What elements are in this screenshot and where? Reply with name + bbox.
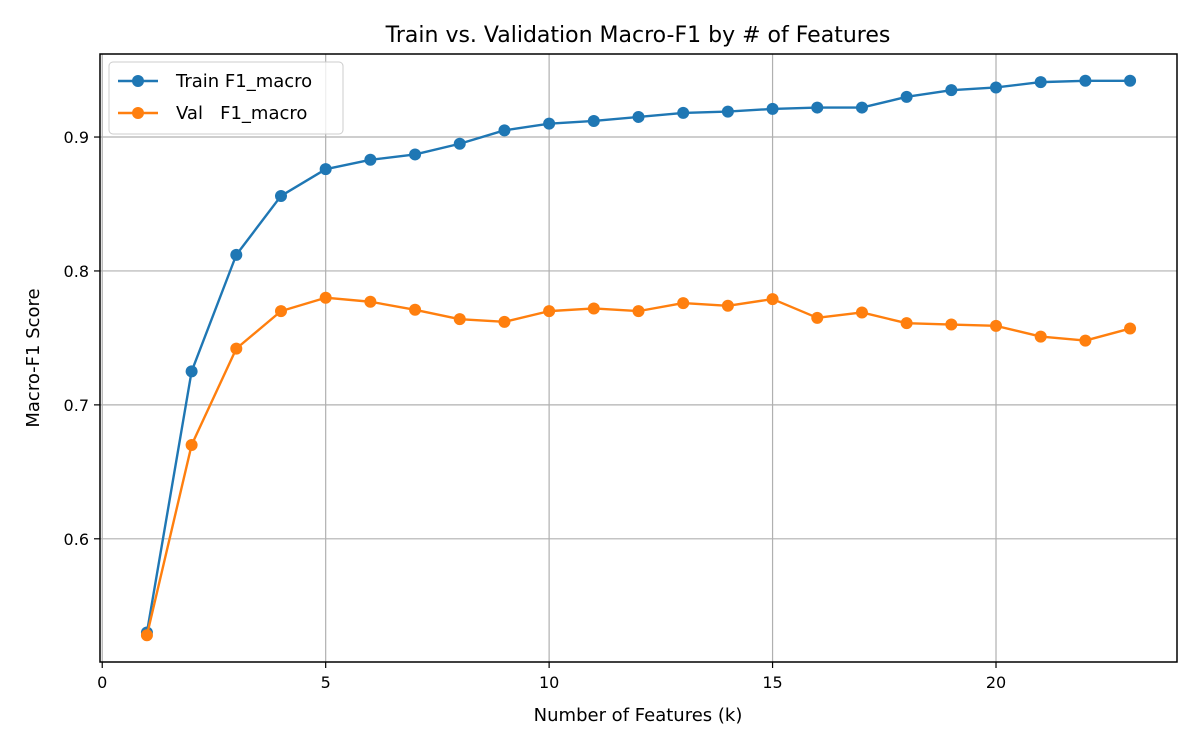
- data-point: [543, 117, 556, 130]
- data-point: [230, 342, 243, 355]
- series-layer: [140, 74, 1137, 642]
- series-2: [140, 291, 1137, 642]
- data-point: [230, 248, 243, 261]
- legend: Train F1_macro Val F1_macro: [108, 61, 344, 135]
- x-axis-label: Number of Features (k): [534, 705, 743, 726]
- series-1: [140, 74, 1137, 639]
- legend-item: Train F1_macro: [118, 71, 312, 92]
- x-tick-label: 15: [762, 673, 782, 692]
- data-point: [364, 295, 377, 308]
- data-point: [453, 313, 466, 326]
- legend-box: [108, 61, 344, 135]
- data-point: [587, 114, 600, 127]
- data-point: [1079, 334, 1092, 347]
- data-point: [274, 189, 287, 202]
- data-point: [1034, 76, 1047, 89]
- data-point: [1124, 322, 1137, 335]
- data-point: [855, 306, 868, 319]
- data-point: [811, 311, 824, 324]
- data-point: [721, 105, 734, 118]
- x-tick-label: 20: [986, 673, 1006, 692]
- data-point: [185, 365, 198, 378]
- data-point: [766, 293, 779, 306]
- data-point: [319, 291, 332, 304]
- data-point: [498, 315, 511, 328]
- data-point: [990, 319, 1003, 332]
- data-point: [1079, 74, 1092, 87]
- data-point: [587, 302, 600, 315]
- plot-area-frame: [99, 53, 1178, 663]
- data-point: [855, 101, 868, 114]
- data-point: [185, 439, 198, 452]
- data-point: [632, 110, 645, 123]
- data-point: [990, 81, 1003, 94]
- data-point: [766, 102, 779, 115]
- data-point: [498, 124, 511, 137]
- chart-title: Train vs. Validation Macro-F1 by # of Fe…: [385, 23, 891, 48]
- y-tick-label: 0.9: [64, 128, 89, 147]
- data-point: [677, 297, 690, 310]
- y-tick-label: 0.8: [64, 262, 89, 281]
- data-point: [632, 305, 645, 318]
- data-point: [140, 629, 153, 642]
- data-point: [274, 305, 287, 318]
- x-tick-label: 0: [97, 673, 107, 692]
- data-point: [945, 84, 958, 97]
- y-axis-label: Macro-F1 Score: [23, 288, 44, 427]
- y-tick-label: 0.6: [64, 530, 89, 549]
- y-tick-label: 0.7: [64, 396, 89, 415]
- x-tick-label: 5: [321, 673, 331, 692]
- data-point: [319, 163, 332, 176]
- data-point: [453, 137, 466, 150]
- data-point: [543, 305, 556, 318]
- data-point: [364, 153, 377, 166]
- data-point: [811, 101, 824, 114]
- data-point: [721, 299, 734, 312]
- data-point: [945, 318, 958, 331]
- data-point: [409, 303, 422, 316]
- data-point: [677, 106, 690, 119]
- data-point: [1124, 74, 1137, 87]
- data-point: [1034, 330, 1047, 343]
- legend-marker: [132, 107, 144, 119]
- legend-marker: [132, 75, 144, 87]
- legend-label: Val F1_macro: [176, 103, 307, 124]
- data-point: [900, 90, 913, 103]
- x-tick-label: 10: [539, 673, 559, 692]
- data-point: [409, 148, 422, 161]
- axis-ticks: 0 5 10 15 20 0.6 0.7 0.8 0.9: [64, 128, 1007, 692]
- legend-label: Train F1_macro: [175, 71, 312, 92]
- data-point: [900, 317, 913, 330]
- grid-lines: [100, 54, 1177, 662]
- legend-item: Val F1_macro: [118, 103, 307, 124]
